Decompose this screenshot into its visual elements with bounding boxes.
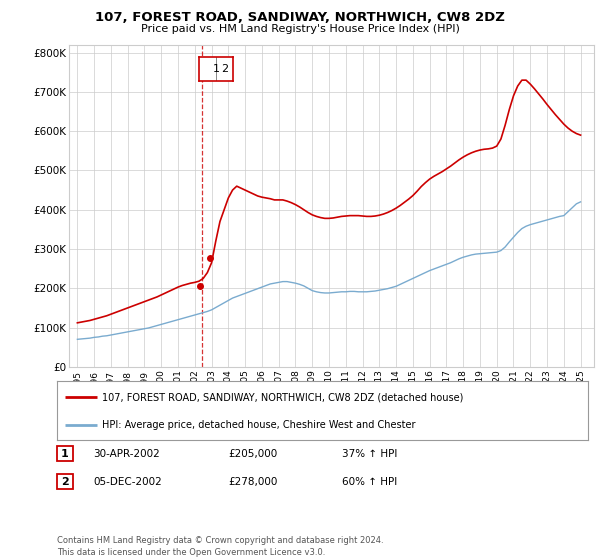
Text: £205,000: £205,000 bbox=[228, 449, 277, 459]
Text: Contains HM Land Registry data © Crown copyright and database right 2024.
This d: Contains HM Land Registry data © Crown c… bbox=[57, 536, 383, 557]
Text: 30-APR-2002: 30-APR-2002 bbox=[93, 449, 160, 459]
Text: 1: 1 bbox=[61, 449, 68, 459]
Text: 1: 1 bbox=[212, 64, 220, 74]
Text: 2: 2 bbox=[221, 64, 228, 74]
Text: 05-DEC-2002: 05-DEC-2002 bbox=[93, 477, 162, 487]
Text: £278,000: £278,000 bbox=[228, 477, 277, 487]
Text: 37% ↑ HPI: 37% ↑ HPI bbox=[342, 449, 397, 459]
Text: Price paid vs. HM Land Registry's House Price Index (HPI): Price paid vs. HM Land Registry's House … bbox=[140, 24, 460, 34]
Text: HPI: Average price, detached house, Cheshire West and Chester: HPI: Average price, detached house, Ches… bbox=[102, 420, 416, 430]
Text: 107, FOREST ROAD, SANDIWAY, NORTHWICH, CW8 2DZ (detached house): 107, FOREST ROAD, SANDIWAY, NORTHWICH, C… bbox=[102, 392, 464, 402]
Text: 107, FOREST ROAD, SANDIWAY, NORTHWICH, CW8 2DZ: 107, FOREST ROAD, SANDIWAY, NORTHWICH, C… bbox=[95, 11, 505, 24]
Text: 60% ↑ HPI: 60% ↑ HPI bbox=[342, 477, 397, 487]
Text: 2: 2 bbox=[61, 477, 68, 487]
